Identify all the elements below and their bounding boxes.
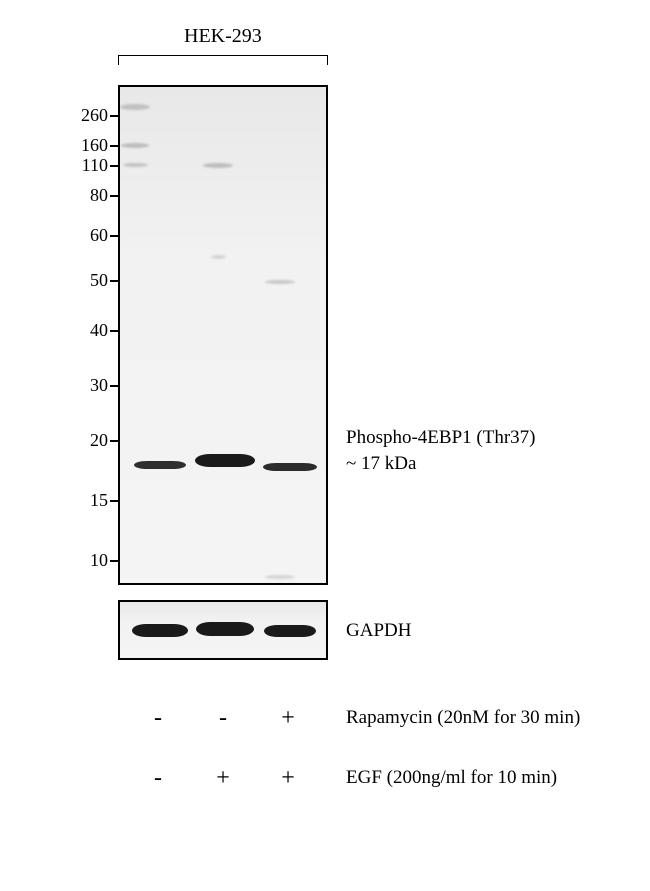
background-band — [121, 143, 149, 148]
treatment-symbol: + — [273, 765, 303, 792]
mw-marker-tick — [110, 165, 118, 167]
mw-marker-tick — [110, 330, 118, 332]
treatment-symbol: + — [273, 705, 303, 732]
background-band — [123, 163, 148, 167]
mw-marker-tick — [110, 115, 118, 117]
background-band — [265, 575, 295, 579]
mw-marker-label: 80 — [68, 185, 108, 206]
mw-marker-tick — [110, 440, 118, 442]
background-band — [203, 163, 233, 168]
mw-marker-label: 15 — [68, 490, 108, 511]
mw-marker-label: 10 — [68, 550, 108, 571]
treatment-symbol: - — [208, 705, 238, 732]
gapdh-annotation: GAPDH — [346, 618, 411, 644]
treatment-symbol: + — [208, 765, 238, 792]
background-band — [120, 104, 150, 110]
treatment-label: Rapamycin (20nM for 30 min) — [346, 707, 580, 729]
target-name: Phospho-4EBP1 (Thr37) — [346, 425, 535, 451]
protein-band — [132, 624, 188, 637]
mw-marker-label: 260 — [68, 105, 108, 126]
background-band — [211, 255, 226, 259]
protein-band — [196, 622, 254, 636]
protein-band — [134, 461, 186, 469]
gapdh-blot-panel — [118, 600, 328, 660]
mw-marker-tick — [110, 500, 118, 502]
mw-marker-tick — [110, 280, 118, 282]
treatment-symbol: - — [143, 765, 173, 792]
target-annotation: Phospho-4EBP1 (Thr37) ~ 17 kDa — [346, 425, 535, 476]
protein-band — [195, 454, 255, 467]
mw-marker-tick — [110, 145, 118, 147]
main-blot-panel — [118, 85, 328, 585]
mw-marker-label: 60 — [68, 225, 108, 246]
mw-marker-label: 30 — [68, 375, 108, 396]
mw-marker-tick — [110, 195, 118, 197]
mw-marker-tick — [110, 385, 118, 387]
mw-marker-label: 160 — [68, 135, 108, 156]
blot-background — [120, 87, 326, 583]
background-band — [265, 280, 295, 284]
mw-marker-tick — [110, 235, 118, 237]
treatment-symbol: - — [143, 705, 173, 732]
cell-line-label: HEK-293 — [184, 25, 262, 48]
cell-line-bracket — [118, 55, 328, 65]
protein-band — [263, 463, 317, 471]
mw-marker-label: 20 — [68, 430, 108, 451]
mw-marker-tick — [110, 560, 118, 562]
protein-band — [264, 625, 316, 637]
mw-marker-label: 110 — [68, 155, 108, 176]
target-mw: ~ 17 kDa — [346, 451, 535, 477]
mw-marker-label: 40 — [68, 320, 108, 341]
mw-marker-label: 50 — [68, 270, 108, 291]
treatment-label: EGF (200ng/ml for 10 min) — [346, 767, 557, 789]
